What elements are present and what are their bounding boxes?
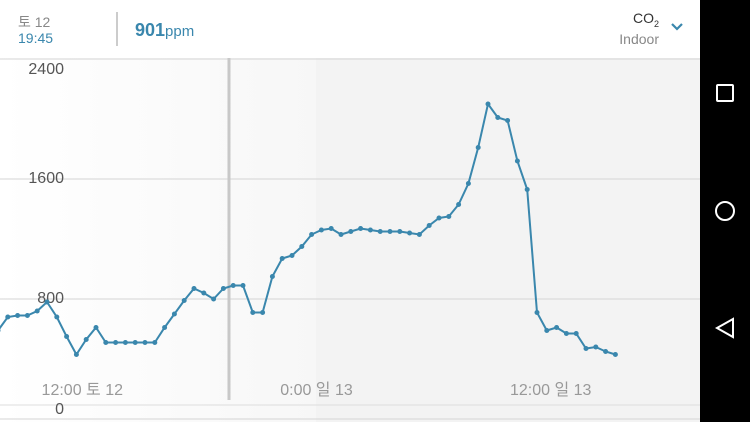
data-point (612, 352, 618, 357)
data-point (524, 187, 530, 192)
data-point (230, 283, 236, 288)
data-point (426, 223, 432, 228)
data-point (5, 314, 11, 320)
home-button[interactable] (715, 201, 735, 221)
metric[interactable]: CO2 (633, 10, 659, 29)
y-tick-label: 2400 (28, 61, 64, 78)
data-point (563, 331, 569, 336)
data-point (279, 256, 285, 261)
recents-button[interactable] (716, 84, 734, 102)
data-point (64, 334, 70, 339)
data-point (387, 229, 393, 234)
today-area (316, 58, 700, 422)
data-point (416, 232, 422, 237)
data-point (583, 346, 589, 351)
data-point (142, 340, 148, 345)
nav-bar (700, 0, 750, 422)
time: 19:45 (18, 30, 54, 46)
data-point (436, 215, 442, 221)
data-point (485, 101, 491, 107)
data-point (358, 226, 364, 231)
data-point (534, 310, 540, 315)
data-point (260, 310, 266, 315)
nav-icons (714, 84, 735, 339)
x-tick-label: 12:00 토 12 (42, 382, 124, 399)
data-point (338, 232, 344, 237)
reading-box: 901ppm (135, 20, 194, 41)
data-point (201, 290, 207, 296)
metric-name: CO (632, 10, 654, 26)
data-point (83, 337, 89, 342)
data-point (289, 253, 295, 258)
data-point (0, 329, 1, 332)
day: 토 12 (18, 14, 51, 30)
data-point (465, 181, 471, 186)
data-point (544, 328, 550, 333)
header: 토 12 19:45 901ppm CO2 Indoor (0, 0, 700, 58)
reading: 901 (135, 20, 166, 40)
data-point (446, 214, 452, 219)
data-point (299, 244, 305, 249)
data-point (328, 226, 334, 231)
metric-sub: 2 (653, 18, 659, 29)
data-point (24, 313, 30, 318)
chart: 0 800 1600 2400 12:00 토 12 0:00 일 13 12:00 일 1… (0, 58, 700, 422)
data-point (93, 325, 99, 330)
data-point (15, 313, 21, 318)
chevron[interactable] (670, 22, 684, 32)
data-point (250, 310, 256, 315)
y-tick-label: 800 (37, 290, 64, 307)
data-point (377, 229, 383, 234)
data-point (73, 352, 79, 357)
data-line (0, 101, 616, 357)
data-point (495, 115, 501, 120)
data-point (269, 274, 275, 279)
x-tick-label: 0:00 일 13 (280, 381, 353, 399)
back-button[interactable] (714, 317, 734, 339)
data-point (554, 325, 560, 330)
data-point (397, 229, 403, 234)
data-point (54, 314, 60, 320)
data-point (456, 202, 462, 207)
data-point (34, 308, 40, 314)
data-point (122, 340, 128, 345)
data-point (348, 229, 354, 234)
location[interactable]: Indoor (619, 31, 659, 47)
data-point (475, 145, 481, 150)
past-area (0, 58, 316, 422)
data-point (309, 232, 315, 237)
data-point (573, 331, 579, 336)
data-point (103, 340, 109, 345)
data-point (44, 299, 50, 305)
data-point (407, 230, 413, 236)
data-point (171, 311, 177, 317)
data-point (514, 158, 520, 164)
x-tick-label: 12:00 일 13 (510, 381, 592, 399)
data-point (113, 340, 119, 345)
divider (116, 12, 118, 46)
data-point (603, 349, 609, 354)
data-point (220, 286, 226, 291)
data-point (152, 340, 158, 345)
data-point (367, 227, 373, 233)
data-point (181, 298, 187, 303)
data-point (318, 227, 324, 233)
data-point (593, 344, 599, 350)
data-point (211, 296, 217, 302)
unit: ppm (165, 23, 195, 40)
y-tick-label: 1600 (28, 170, 64, 187)
data-point (191, 286, 197, 291)
data-point (240, 283, 246, 288)
data-point (132, 340, 138, 345)
y-tick-label: 0 (55, 401, 64, 418)
data-point (162, 325, 168, 330)
data-point (505, 118, 511, 123)
